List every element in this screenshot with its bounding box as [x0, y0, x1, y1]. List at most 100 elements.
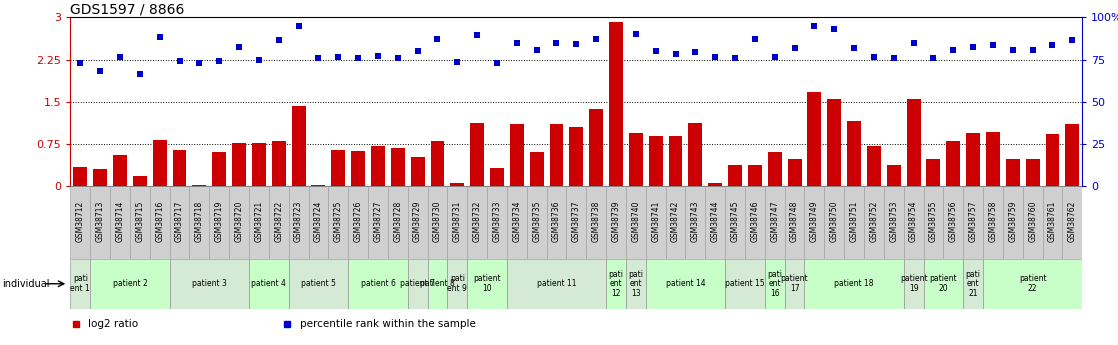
Point: [210, 58, 228, 64]
Bar: [530, 152, 543, 186]
Bar: [388, 186, 408, 259]
Point: [686, 49, 704, 55]
Bar: [427, 259, 447, 309]
Text: pati
ent 1: pati ent 1: [70, 274, 91, 293]
Bar: [768, 152, 781, 186]
Text: GSM38717: GSM38717: [176, 200, 184, 242]
Bar: [91, 186, 110, 259]
Bar: [150, 186, 170, 259]
Bar: [705, 186, 726, 259]
Point: [468, 32, 486, 38]
Text: GSM38751: GSM38751: [850, 200, 859, 242]
Point: [746, 36, 764, 41]
Point: [825, 26, 843, 31]
Text: patient 14: patient 14: [665, 279, 705, 288]
Bar: [887, 165, 901, 186]
Bar: [249, 186, 268, 259]
Text: GSM38737: GSM38737: [571, 200, 581, 242]
Text: patient 11: patient 11: [537, 279, 576, 288]
Bar: [427, 186, 447, 259]
Text: patient
17: patient 17: [780, 274, 808, 293]
Point: [72, 61, 89, 66]
Bar: [824, 186, 844, 259]
Text: GSM38753: GSM38753: [889, 200, 898, 242]
Text: GSM38750: GSM38750: [830, 200, 838, 242]
Bar: [569, 127, 584, 186]
Bar: [471, 123, 484, 186]
Bar: [586, 186, 606, 259]
Point: [269, 37, 287, 42]
Bar: [1023, 186, 1043, 259]
Bar: [646, 259, 726, 309]
Text: GSM38743: GSM38743: [691, 200, 700, 242]
Bar: [903, 259, 923, 309]
Point: [290, 23, 307, 28]
Text: GSM38749: GSM38749: [809, 200, 818, 242]
Bar: [923, 186, 944, 259]
Bar: [847, 121, 861, 186]
Bar: [785, 259, 805, 309]
Bar: [1065, 124, 1079, 186]
Bar: [844, 186, 864, 259]
Text: patient
22: patient 22: [1018, 274, 1046, 293]
Text: GSM38759: GSM38759: [1008, 200, 1017, 242]
Text: patient 2: patient 2: [113, 279, 148, 288]
Text: GSM38745: GSM38745: [730, 200, 739, 242]
Text: GSM38731: GSM38731: [453, 200, 462, 242]
Bar: [726, 186, 745, 259]
Bar: [189, 186, 209, 259]
Bar: [312, 185, 325, 186]
Text: patient
20: patient 20: [929, 274, 957, 293]
Bar: [288, 259, 348, 309]
Text: GSM38756: GSM38756: [949, 200, 958, 242]
Bar: [785, 186, 805, 259]
Point: [92, 68, 110, 73]
Point: [111, 54, 129, 59]
Text: GSM38761: GSM38761: [1048, 200, 1057, 242]
Bar: [348, 259, 408, 309]
Text: GSM38738: GSM38738: [591, 200, 600, 242]
Bar: [1062, 186, 1082, 259]
Point: [845, 46, 863, 51]
Point: [1004, 47, 1022, 53]
Text: GSM38715: GSM38715: [135, 200, 144, 242]
Bar: [329, 186, 348, 259]
Bar: [864, 186, 884, 259]
Text: percentile rank within the sample: percentile rank within the sample: [300, 319, 475, 329]
Bar: [252, 143, 266, 186]
Bar: [669, 136, 682, 186]
Bar: [408, 186, 427, 259]
Text: GSM38762: GSM38762: [1068, 200, 1077, 242]
Text: GSM38712: GSM38712: [76, 200, 85, 242]
Bar: [748, 165, 761, 186]
Bar: [506, 186, 527, 259]
Text: GDS1597 / 8866: GDS1597 / 8866: [70, 2, 184, 16]
Bar: [467, 259, 506, 309]
Bar: [288, 186, 309, 259]
Bar: [765, 186, 785, 259]
Text: GSM38727: GSM38727: [373, 200, 382, 242]
Bar: [805, 186, 824, 259]
Text: log2 ratio: log2 ratio: [88, 319, 139, 329]
Bar: [983, 186, 1003, 259]
Bar: [268, 186, 288, 259]
Bar: [209, 186, 229, 259]
Text: patient
19: patient 19: [900, 274, 928, 293]
Point: [428, 36, 446, 41]
Text: GSM38718: GSM38718: [195, 200, 203, 242]
Text: GSM38757: GSM38757: [968, 200, 977, 242]
Bar: [946, 141, 960, 186]
Bar: [368, 186, 388, 259]
Bar: [685, 186, 705, 259]
Point: [786, 46, 804, 51]
Bar: [648, 136, 663, 186]
Text: pati
ent
12: pati ent 12: [608, 269, 624, 298]
Text: GSM38758: GSM38758: [988, 200, 997, 242]
Point: [369, 53, 387, 58]
Bar: [351, 151, 366, 186]
Point: [805, 23, 823, 28]
Bar: [467, 186, 487, 259]
Bar: [527, 186, 547, 259]
Text: GSM38732: GSM38732: [473, 200, 482, 242]
Point: [1024, 47, 1042, 53]
